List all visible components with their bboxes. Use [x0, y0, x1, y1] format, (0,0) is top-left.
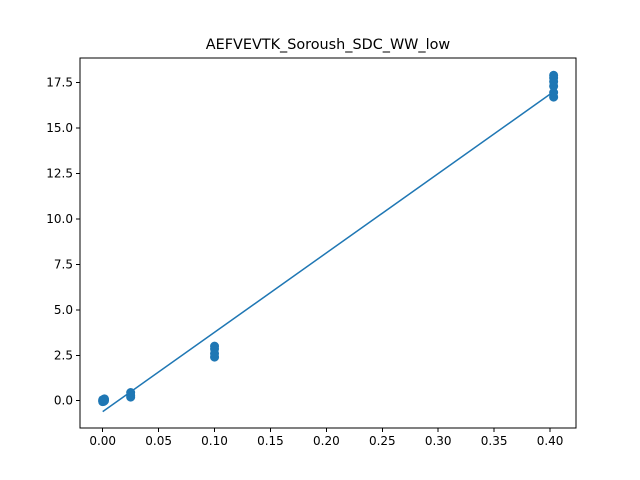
data-point [210, 341, 220, 351]
y-tick-label: 12.5 [46, 166, 73, 180]
x-tick-label: 0.40 [537, 434, 564, 448]
fit-line [102, 91, 555, 413]
x-axis: 0.00 0.05 0.10 0.15 0.20 0.25 0.30 0.35 0.40 [89, 428, 563, 448]
y-tick-label: 0.0 [54, 394, 73, 408]
chart-title: AEFVEVTK_Soroush_SDC_WW_low [206, 37, 451, 53]
x-tick-label: 0.00 [89, 434, 116, 448]
x-tick-label: 0.05 [145, 434, 172, 448]
axes-frame [79, 57, 577, 429]
data-point [549, 70, 559, 80]
y-tick-label: 15.0 [46, 121, 73, 135]
x-tick-label: 0.20 [313, 434, 340, 448]
x-tick-label: 0.15 [257, 434, 284, 448]
x-tick-label: 0.25 [369, 434, 396, 448]
y-tick-label: 7.5 [54, 257, 73, 271]
y-tick-label: 2.5 [54, 348, 73, 362]
y-axis: 0.0 2.5 5.0 7.5 10.0 12.5 15.0 17.5 [46, 76, 80, 408]
y-tick-label: 10.0 [46, 212, 73, 226]
x-tick-label: 0.30 [425, 434, 452, 448]
y-tick-label: 5.0 [54, 303, 73, 317]
data-point [99, 394, 109, 404]
x-tick-label: 0.10 [201, 434, 228, 448]
y-tick-label: 17.5 [46, 76, 73, 90]
plot-area [98, 70, 559, 413]
x-tick-label: 0.35 [481, 434, 508, 448]
